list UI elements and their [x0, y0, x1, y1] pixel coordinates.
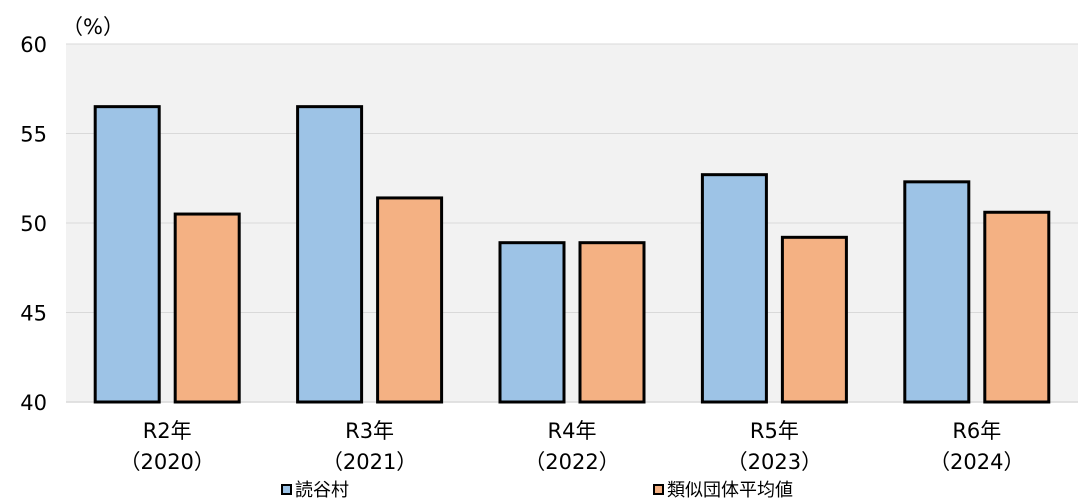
x-tick-label: （2022）	[524, 450, 619, 474]
x-tick-label: R5年	[750, 419, 799, 443]
x-axis: R2年 （2020） R3年 （2021） R4年 （2022） R5年 （2023） R6年 （…	[119, 419, 1024, 474]
bars	[93, 105, 1051, 404]
bar-0-1	[296, 105, 364, 404]
x-tick-label: （2024）	[929, 450, 1024, 474]
legend-item-0: 読谷村	[281, 478, 349, 501]
bar-0-3	[700, 173, 768, 404]
legend-swatch-1	[653, 483, 664, 495]
bar-chart: 40 45 50 55 60 R2年 （2020） R3年 （2021） R4年 （2022） R5…	[20, 15, 1078, 474]
legend-label-1: 類似団体平均値	[667, 480, 793, 501]
legend-item-1: 類似団体平均値	[653, 478, 793, 501]
y-tick-label: 40	[20, 391, 47, 415]
x-tick-label: （2021）	[322, 450, 417, 474]
y-tick-label: 60	[20, 33, 47, 57]
legend-swatch-0	[281, 483, 292, 495]
bar-0-4	[903, 180, 971, 404]
bar-0-0	[93, 105, 161, 404]
bar-1-1	[376, 196, 444, 404]
bar-0-2	[498, 241, 566, 404]
y-tick-label: 55	[20, 123, 47, 147]
y-axis-unit-label: （%）	[62, 15, 124, 39]
x-tick-label: （2020）	[119, 450, 214, 474]
bar-1-0	[173, 212, 241, 404]
x-tick-label: R2年	[143, 419, 192, 443]
y-axis: 40 45 50 55 60	[20, 33, 47, 415]
x-tick-label: R6年	[952, 419, 1001, 443]
bar-1-4	[983, 210, 1051, 404]
y-tick-label: 45	[20, 302, 47, 326]
bar-1-2	[578, 241, 646, 404]
bar-1-3	[780, 235, 848, 404]
y-tick-label: 50	[20, 212, 47, 236]
x-tick-label: （2023）	[727, 450, 822, 474]
x-tick-label: R4年	[548, 419, 597, 443]
x-tick-label: R3年	[345, 419, 394, 443]
legend-label-0: 読谷村	[295, 480, 349, 501]
